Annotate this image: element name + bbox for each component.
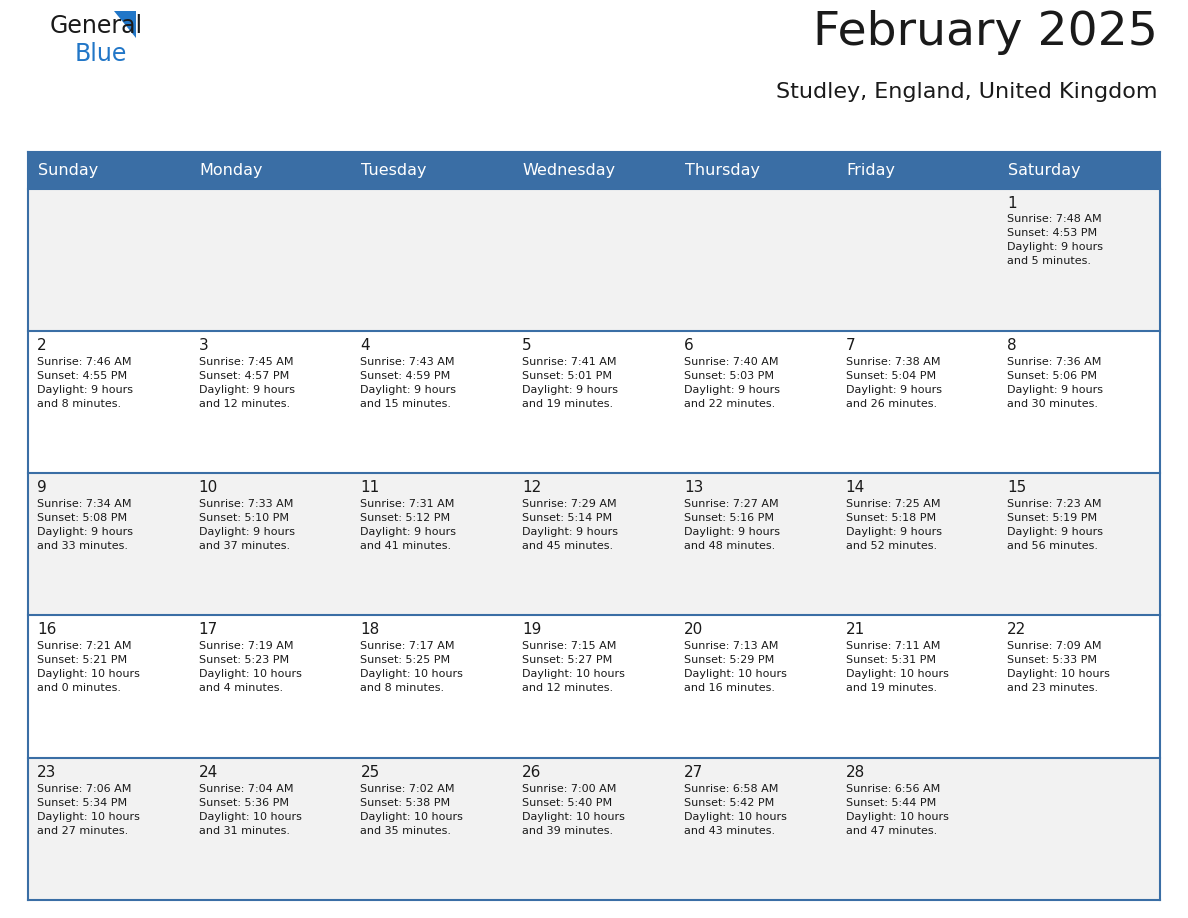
Text: Sunrise: 7:19 AM
Sunset: 5:23 PM
Daylight: 10 hours
and 4 minutes.: Sunrise: 7:19 AM Sunset: 5:23 PM Dayligh… (198, 642, 302, 693)
Text: Sunrise: 7:46 AM
Sunset: 4:55 PM
Daylight: 9 hours
and 8 minutes.: Sunrise: 7:46 AM Sunset: 4:55 PM Dayligh… (37, 357, 133, 409)
Text: Sunrise: 7:38 AM
Sunset: 5:04 PM
Daylight: 9 hours
and 26 minutes.: Sunrise: 7:38 AM Sunset: 5:04 PM Dayligh… (846, 357, 942, 409)
Text: 16: 16 (37, 622, 56, 637)
Text: Sunrise: 7:09 AM
Sunset: 5:33 PM
Daylight: 10 hours
and 23 minutes.: Sunrise: 7:09 AM Sunset: 5:33 PM Dayligh… (1007, 642, 1110, 693)
Bar (29, 188, 1159, 330)
Text: Sunrise: 7:13 AM
Sunset: 5:29 PM
Daylight: 10 hours
and 16 minutes.: Sunrise: 7:13 AM Sunset: 5:29 PM Dayligh… (684, 642, 786, 693)
Text: Sunrise: 7:45 AM
Sunset: 4:57 PM
Daylight: 9 hours
and 12 minutes.: Sunrise: 7:45 AM Sunset: 4:57 PM Dayligh… (198, 357, 295, 409)
Bar (29, 473, 1159, 615)
Text: 13: 13 (684, 480, 703, 495)
Text: 24: 24 (198, 765, 217, 779)
Text: 4: 4 (360, 338, 369, 353)
Text: 25: 25 (360, 765, 380, 779)
Text: 2: 2 (37, 338, 46, 353)
Text: Sunrise: 7:41 AM
Sunset: 5:01 PM
Daylight: 9 hours
and 19 minutes.: Sunrise: 7:41 AM Sunset: 5:01 PM Dayligh… (523, 357, 618, 409)
Text: 9: 9 (37, 480, 46, 495)
Text: 17: 17 (198, 622, 217, 637)
Text: Sunrise: 7:36 AM
Sunset: 5:06 PM
Daylight: 9 hours
and 30 minutes.: Sunrise: 7:36 AM Sunset: 5:06 PM Dayligh… (1007, 357, 1104, 409)
Text: Tuesday: Tuesday (361, 162, 426, 178)
Bar (29, 615, 1159, 757)
Text: Sunrise: 7:23 AM
Sunset: 5:19 PM
Daylight: 9 hours
and 56 minutes.: Sunrise: 7:23 AM Sunset: 5:19 PM Dayligh… (1007, 499, 1104, 551)
Text: 12: 12 (523, 480, 542, 495)
Text: Sunrise: 7:11 AM
Sunset: 5:31 PM
Daylight: 10 hours
and 19 minutes.: Sunrise: 7:11 AM Sunset: 5:31 PM Dayligh… (846, 642, 948, 693)
Text: Wednesday: Wednesday (523, 162, 615, 178)
Text: Sunrise: 7:33 AM
Sunset: 5:10 PM
Daylight: 9 hours
and 37 minutes.: Sunrise: 7:33 AM Sunset: 5:10 PM Dayligh… (198, 499, 295, 551)
Text: Friday: Friday (846, 162, 896, 178)
Polygon shape (114, 10, 137, 38)
Text: 19: 19 (523, 622, 542, 637)
Text: 14: 14 (846, 480, 865, 495)
Text: February 2025: February 2025 (813, 10, 1158, 55)
Text: General: General (50, 14, 143, 38)
Text: 3: 3 (198, 338, 208, 353)
Text: 21: 21 (846, 622, 865, 637)
Text: Sunrise: 6:58 AM
Sunset: 5:42 PM
Daylight: 10 hours
and 43 minutes.: Sunrise: 6:58 AM Sunset: 5:42 PM Dayligh… (684, 784, 786, 835)
Text: 23: 23 (37, 765, 56, 779)
Text: 18: 18 (360, 622, 380, 637)
Text: Sunrise: 7:31 AM
Sunset: 5:12 PM
Daylight: 9 hours
and 41 minutes.: Sunrise: 7:31 AM Sunset: 5:12 PM Dayligh… (360, 499, 456, 551)
Text: 28: 28 (846, 765, 865, 779)
Text: Sunday: Sunday (38, 162, 97, 178)
Text: Thursday: Thursday (684, 162, 759, 178)
Text: 10: 10 (198, 480, 217, 495)
Text: Sunrise: 7:02 AM
Sunset: 5:38 PM
Daylight: 10 hours
and 35 minutes.: Sunrise: 7:02 AM Sunset: 5:38 PM Dayligh… (360, 784, 463, 835)
Bar (29, 757, 1159, 900)
Text: Sunrise: 7:15 AM
Sunset: 5:27 PM
Daylight: 10 hours
and 12 minutes.: Sunrise: 7:15 AM Sunset: 5:27 PM Dayligh… (523, 642, 625, 693)
Text: 6: 6 (684, 338, 694, 353)
Text: 22: 22 (1007, 622, 1026, 637)
Text: Sunrise: 7:29 AM
Sunset: 5:14 PM
Daylight: 9 hours
and 45 minutes.: Sunrise: 7:29 AM Sunset: 5:14 PM Dayligh… (523, 499, 618, 551)
Text: 5: 5 (523, 338, 532, 353)
Text: Monday: Monday (200, 162, 263, 178)
Text: Sunrise: 7:43 AM
Sunset: 4:59 PM
Daylight: 9 hours
and 15 minutes.: Sunrise: 7:43 AM Sunset: 4:59 PM Dayligh… (360, 357, 456, 409)
Text: Sunrise: 6:56 AM
Sunset: 5:44 PM
Daylight: 10 hours
and 47 minutes.: Sunrise: 6:56 AM Sunset: 5:44 PM Dayligh… (846, 784, 948, 835)
Text: Sunrise: 7:25 AM
Sunset: 5:18 PM
Daylight: 9 hours
and 52 minutes.: Sunrise: 7:25 AM Sunset: 5:18 PM Dayligh… (846, 499, 942, 551)
Text: 26: 26 (523, 765, 542, 779)
Text: Studley, England, United Kingdom: Studley, England, United Kingdom (777, 82, 1158, 102)
Text: Sunrise: 7:21 AM
Sunset: 5:21 PM
Daylight: 10 hours
and 0 minutes.: Sunrise: 7:21 AM Sunset: 5:21 PM Dayligh… (37, 642, 140, 693)
Bar (29, 330, 1159, 473)
Text: 20: 20 (684, 622, 703, 637)
Text: Blue: Blue (75, 42, 127, 66)
Text: Sunrise: 7:00 AM
Sunset: 5:40 PM
Daylight: 10 hours
and 39 minutes.: Sunrise: 7:00 AM Sunset: 5:40 PM Dayligh… (523, 784, 625, 835)
Text: Sunrise: 7:17 AM
Sunset: 5:25 PM
Daylight: 10 hours
and 8 minutes.: Sunrise: 7:17 AM Sunset: 5:25 PM Dayligh… (360, 642, 463, 693)
Text: 8: 8 (1007, 338, 1017, 353)
Text: 11: 11 (360, 480, 380, 495)
Text: 1: 1 (1007, 196, 1017, 210)
Text: Sunrise: 7:40 AM
Sunset: 5:03 PM
Daylight: 9 hours
and 22 minutes.: Sunrise: 7:40 AM Sunset: 5:03 PM Dayligh… (684, 357, 779, 409)
Text: 27: 27 (684, 765, 703, 779)
Text: Sunrise: 7:48 AM
Sunset: 4:53 PM
Daylight: 9 hours
and 5 minutes.: Sunrise: 7:48 AM Sunset: 4:53 PM Dayligh… (1007, 215, 1104, 266)
Text: Sunrise: 7:06 AM
Sunset: 5:34 PM
Daylight: 10 hours
and 27 minutes.: Sunrise: 7:06 AM Sunset: 5:34 PM Dayligh… (37, 784, 140, 835)
Text: 15: 15 (1007, 480, 1026, 495)
Bar (29, 152, 1159, 188)
Text: Sunrise: 7:04 AM
Sunset: 5:36 PM
Daylight: 10 hours
and 31 minutes.: Sunrise: 7:04 AM Sunset: 5:36 PM Dayligh… (198, 784, 302, 835)
Text: Sunrise: 7:34 AM
Sunset: 5:08 PM
Daylight: 9 hours
and 33 minutes.: Sunrise: 7:34 AM Sunset: 5:08 PM Dayligh… (37, 499, 133, 551)
Text: Sunrise: 7:27 AM
Sunset: 5:16 PM
Daylight: 9 hours
and 48 minutes.: Sunrise: 7:27 AM Sunset: 5:16 PM Dayligh… (684, 499, 779, 551)
Text: Saturday: Saturday (1007, 162, 1081, 178)
Text: 7: 7 (846, 338, 855, 353)
